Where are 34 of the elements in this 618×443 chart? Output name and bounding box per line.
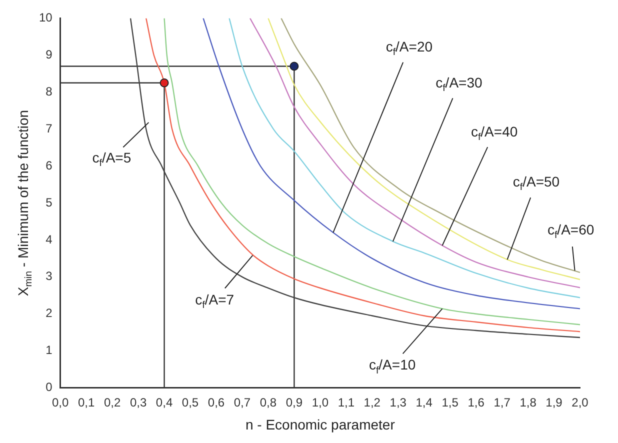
y-tick-label: 6 — [46, 158, 53, 172]
x-tick-label: 2,0 — [572, 395, 589, 410]
y-tick-label: 7 — [46, 121, 53, 136]
y-tick-label: 8 — [46, 84, 53, 98]
x-tick-label: 1,3 — [390, 395, 407, 410]
x-tick-label: 1,0 — [312, 395, 329, 410]
x-tick-label: 0,1 — [78, 395, 95, 410]
x-tick-label: 0,0 — [52, 395, 70, 410]
y-axis-title: Xmin - Minimum of the function — [14, 110, 35, 296]
y-tick-label: 0 — [46, 380, 53, 394]
x-tick-label: 0,4 — [156, 395, 173, 410]
x-tick-label: 1,9 — [546, 395, 563, 410]
x-tick-label: 0,6 — [208, 395, 225, 410]
x-tick-label: 0,5 — [182, 395, 199, 410]
x-tick-label: 0,3 — [130, 395, 147, 410]
x-tick-label: 1,2 — [364, 395, 381, 410]
x-tick-label: 1,5 — [442, 395, 459, 410]
y-tick-label: 2 — [46, 306, 53, 320]
y-tick-label: 3 — [46, 269, 53, 284]
x-tick-label: 0,8 — [260, 395, 277, 410]
y-tick-label: 1 — [46, 343, 53, 358]
x-tick-label: 1,7 — [494, 395, 511, 410]
x-tick-label: 1,1 — [338, 395, 355, 410]
x-axis-title: n - Economic parameter — [245, 416, 396, 432]
y-tick-label: 10 — [38, 10, 53, 25]
x-tick-label: 1,6 — [468, 395, 485, 410]
x-tick-label: 0,2 — [104, 395, 121, 410]
x-tick-label: 0,9 — [286, 395, 303, 410]
y-tick-label: 9 — [46, 47, 53, 62]
y-tick-label: 4 — [46, 232, 53, 246]
y-tick-label: 5 — [46, 195, 53, 210]
x-tick-label: 1,4 — [416, 395, 433, 410]
x-tick-label: 1,8 — [520, 395, 537, 410]
x-tick-label: 0,7 — [234, 395, 251, 410]
